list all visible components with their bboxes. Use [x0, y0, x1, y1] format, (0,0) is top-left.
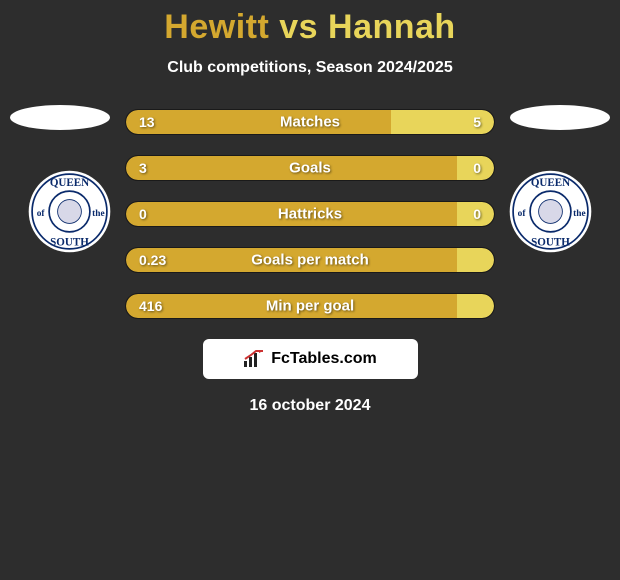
bar-segment-left [126, 110, 391, 134]
club-badge-left: QUEEN of the SOUTH [27, 169, 112, 254]
player-avatar-right [510, 105, 610, 130]
title-player-1: Hewitt [164, 8, 269, 46]
chart-icon [243, 350, 265, 368]
comparison-card: Hewitt vs Hannah Club competitions, Seas… [0, 0, 620, 415]
bar-value-left: 13 [139, 114, 155, 130]
bar-label: Min per goal [266, 298, 354, 315]
bar-value-left: 0 [139, 206, 147, 222]
bar-segment-right [457, 294, 494, 318]
brand-badge: FcTables.com [203, 339, 418, 379]
svg-text:QUEEN: QUEEN [50, 177, 89, 189]
stat-bar-row: Goals 3 0 [125, 155, 495, 181]
bar-label: Goals [289, 160, 331, 177]
subtitle: Club competitions, Season 2024/2025 [0, 59, 620, 77]
stat-bar-row: Matches 13 5 [125, 109, 495, 135]
svg-text:QUEEN: QUEEN [531, 177, 570, 189]
bar-label: Matches [280, 114, 340, 131]
title-vs: vs [279, 8, 328, 46]
bar-label: Goals per match [251, 252, 369, 269]
club-badge-right: QUEEN of the SOUTH [508, 169, 593, 254]
bar-segment-right [457, 248, 494, 272]
brand-text: FcTables.com [271, 350, 377, 368]
svg-text:SOUTH: SOUTH [50, 237, 89, 249]
bar-value-right: 0 [473, 206, 481, 222]
bar-value-right: 0 [473, 160, 481, 176]
page-title: Hewitt vs Hannah [0, 8, 620, 47]
title-player-2: Hannah [328, 8, 456, 46]
svg-text:the: the [92, 209, 104, 219]
bar-value-left: 0.23 [139, 252, 166, 268]
date-text: 16 october 2024 [0, 397, 620, 415]
bar-value-right: 5 [473, 114, 481, 130]
content-area: QUEEN of the SOUTH QUEEN of the SOUTH Ma… [0, 105, 620, 415]
bar-value-left: 3 [139, 160, 147, 176]
bar-value-left: 416 [139, 298, 162, 314]
bar-label: Hattricks [278, 206, 342, 223]
club-crest-icon: QUEEN of the SOUTH [27, 169, 112, 254]
svg-text:of: of [518, 209, 527, 219]
stat-bar-row: Hattricks 0 0 [125, 201, 495, 227]
stat-bar-row: Goals per match 0.23 [125, 247, 495, 273]
svg-text:the: the [573, 209, 585, 219]
svg-text:SOUTH: SOUTH [531, 237, 570, 249]
player-avatar-left [10, 105, 110, 130]
stat-bar-row: Min per goal 416 [125, 293, 495, 319]
stat-bars: Matches 13 5 Goals 3 0 Hattricks 0 0 Goals per ma… [125, 105, 495, 319]
club-crest-icon: QUEEN of the SOUTH [508, 169, 593, 254]
svg-text:of: of [37, 209, 46, 219]
